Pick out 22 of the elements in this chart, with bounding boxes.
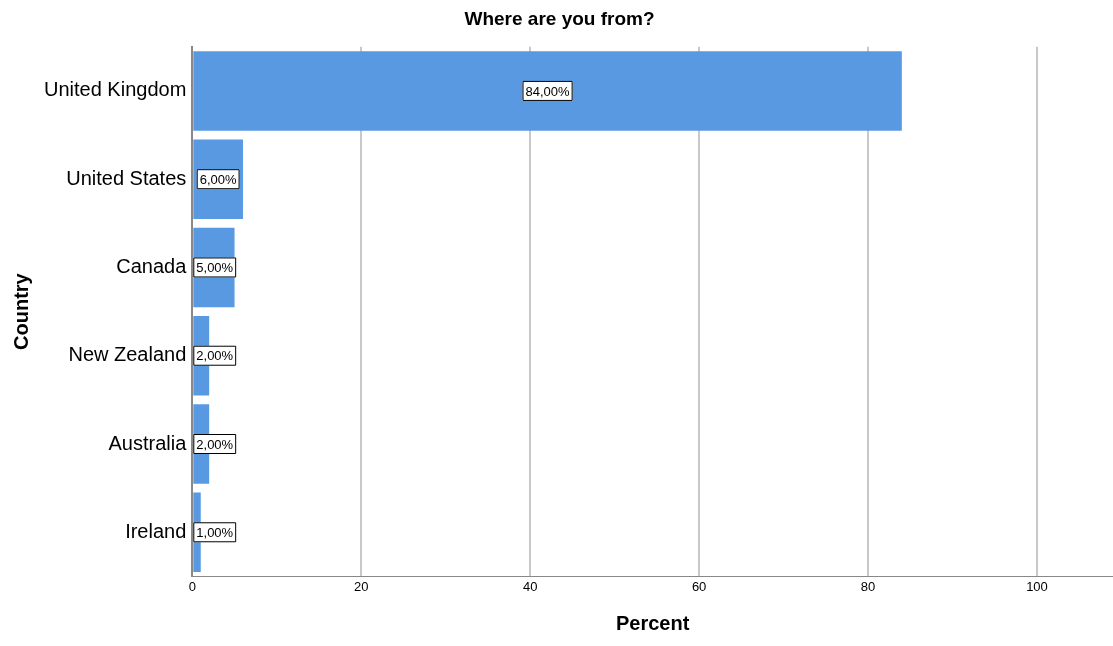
x-axis-title: Percent bbox=[615, 611, 690, 634]
y-axis-title: Country bbox=[9, 272, 32, 350]
x-tick-label: 100 bbox=[1026, 578, 1048, 594]
x-tick-label: 40 bbox=[522, 578, 538, 594]
data-label: 5,00% bbox=[196, 260, 234, 276]
chart-title: Where are you from? bbox=[464, 7, 655, 29]
y-tick-label: United Kingdom bbox=[43, 78, 187, 101]
bar bbox=[193, 51, 902, 131]
data-label: 84,00% bbox=[525, 83, 571, 99]
y-tick-label: Canada bbox=[116, 254, 188, 277]
x-tick-label: 20 bbox=[354, 578, 369, 594]
x-tick-label: 60 bbox=[691, 578, 707, 594]
y-tick-label: Australia bbox=[108, 431, 188, 454]
x-tick-label: 0 bbox=[188, 578, 196, 594]
y-tick-label: New Zealand bbox=[68, 343, 187, 366]
data-label: 2,00% bbox=[196, 436, 234, 452]
y-tick-label: Ireland bbox=[125, 519, 187, 542]
x-tick-label: 80 bbox=[860, 578, 876, 594]
data-label: 1,00% bbox=[196, 524, 234, 540]
data-label: 6,00% bbox=[199, 171, 238, 187]
data-label: 2,00% bbox=[196, 348, 234, 364]
y-tick-label: United States bbox=[66, 166, 187, 189]
